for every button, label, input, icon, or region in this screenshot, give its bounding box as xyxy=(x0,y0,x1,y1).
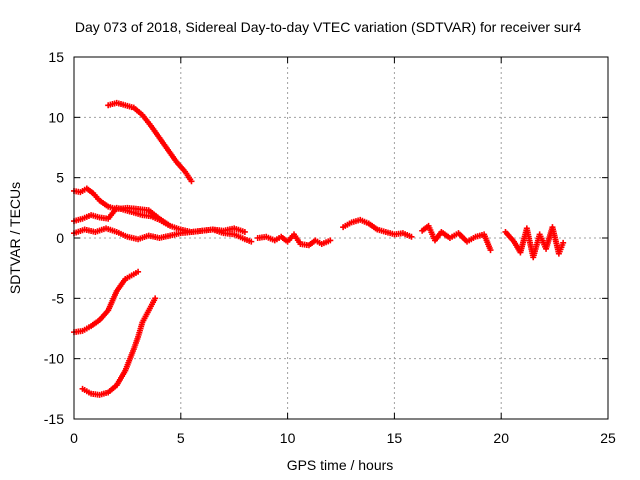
x-tick-label: 10 xyxy=(280,430,296,446)
x-tick-label: 25 xyxy=(600,430,616,446)
data-point xyxy=(135,268,142,275)
y-tick-label: -5 xyxy=(52,290,65,306)
data-point xyxy=(327,237,334,244)
data-point xyxy=(152,295,159,302)
x-tick-label: 0 xyxy=(70,430,78,446)
data-point xyxy=(560,239,567,246)
x-tick-label: 20 xyxy=(493,430,509,446)
y-tick-label: 15 xyxy=(48,49,64,65)
x-tick-label: 15 xyxy=(387,430,403,446)
y-tick-label: 5 xyxy=(56,170,64,186)
y-tick-label: 10 xyxy=(48,109,64,125)
chart-title: Day 073 of 2018, Sidereal Day-to-day VTE… xyxy=(75,19,581,35)
y-tick-label: -15 xyxy=(44,411,64,427)
data-points xyxy=(71,99,567,398)
x-tick-label: 5 xyxy=(177,430,185,446)
y-tick-label: -10 xyxy=(44,351,64,367)
data-point xyxy=(241,228,248,235)
grid-lines xyxy=(74,57,608,419)
data-point xyxy=(248,238,255,245)
data-point xyxy=(188,178,195,185)
y-tick-label: 0 xyxy=(56,230,64,246)
data-point xyxy=(487,247,494,254)
data-point xyxy=(408,233,415,240)
axes: 0 5 10 15 20 25 -15 -10 -5 0 5 10 15 xyxy=(44,49,616,446)
y-axis-label: SDTVAR / TECUs xyxy=(7,182,23,294)
data-point xyxy=(164,221,171,228)
x-axis-label: GPS time / hours xyxy=(287,457,394,473)
